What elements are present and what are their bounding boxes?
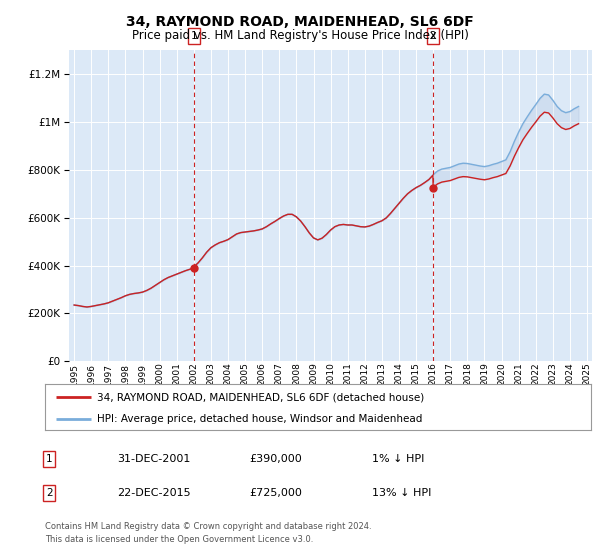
Text: Price paid vs. HM Land Registry's House Price Index (HPI): Price paid vs. HM Land Registry's House … <box>131 29 469 43</box>
Text: Contains HM Land Registry data © Crown copyright and database right 2024.
This d: Contains HM Land Registry data © Crown c… <box>45 522 371 544</box>
Text: £390,000: £390,000 <box>249 454 302 464</box>
Text: 31-DEC-2001: 31-DEC-2001 <box>117 454 190 464</box>
Text: 1% ↓ HPI: 1% ↓ HPI <box>372 454 424 464</box>
Text: 2: 2 <box>46 488 53 498</box>
Text: 1: 1 <box>46 454 53 464</box>
Text: 2: 2 <box>430 31 436 41</box>
Text: 22-DEC-2015: 22-DEC-2015 <box>117 488 191 498</box>
Text: 1: 1 <box>190 31 197 41</box>
Text: HPI: Average price, detached house, Windsor and Maidenhead: HPI: Average price, detached house, Wind… <box>97 414 422 423</box>
Text: 34, RAYMOND ROAD, MAIDENHEAD, SL6 6DF: 34, RAYMOND ROAD, MAIDENHEAD, SL6 6DF <box>126 15 474 29</box>
Text: 13% ↓ HPI: 13% ↓ HPI <box>372 488 431 498</box>
Text: 34, RAYMOND ROAD, MAIDENHEAD, SL6 6DF (detached house): 34, RAYMOND ROAD, MAIDENHEAD, SL6 6DF (d… <box>97 392 424 402</box>
Text: £725,000: £725,000 <box>249 488 302 498</box>
